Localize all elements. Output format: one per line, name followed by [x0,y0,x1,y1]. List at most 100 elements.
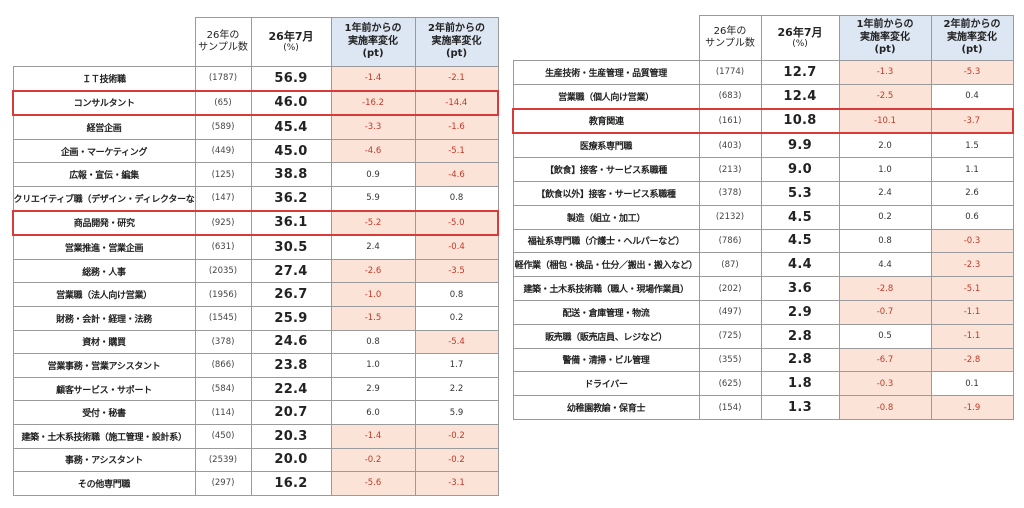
rate-cell: 10.8 [760,107,840,135]
table-row: 建築・土木系技術職（職人・現場作業員） (202) 3.6 -2.8 -5.1 [512,276,1014,301]
rate-cell: 45.0 [250,138,332,164]
delta-1y-cell: 2.0 [838,132,932,159]
table-row: 教育関連 (161) 10.8 -10.1 -3.7 [512,107,1014,135]
header-delta-1y-line1: 1年前からの [344,23,402,35]
delta-2y-cell: 2.2 [414,376,499,402]
header-delta-1y: 1年前からの 実施率変化 (pt) [330,17,416,67]
job-name-cell: 受付・秘書 [12,400,196,425]
table-row: 軽作業（梱包・検品・仕分／搬出・搬入など） (87) 4.4 4.4 -2.3 [512,252,1014,278]
rate-cell: 1.8 [760,371,840,397]
delta-1y-cell: -5.6 [330,471,416,496]
rate-cell: 9.0 [760,157,840,182]
job-name-cell: 【飲食】接客・サービス系職種 [512,157,700,182]
right-rate-table: 26年の サンプル数 26年7月 (%) 1年前からの 実施率変化 (pt) 2… [512,15,1014,420]
header-corner [513,15,700,61]
table-row: ドライバー (625) 1.8 -0.3 0.1 [512,371,1014,397]
job-name-cell: 営業事務・営業アシスタント [12,353,196,378]
delta-2y-cell: -5.3 [930,60,1014,85]
table-row: 資材・購買 (378) 24.6 0.8 -5.4 [12,329,499,355]
header-sample-line2: サンプル数 [198,42,248,53]
job-name-cell: ＩＴ技術職 [12,65,196,92]
delta-1y-cell: -10.1 [838,107,932,135]
table-row: ＩＴ技術職 (1787) 56.9 -1.4 -2.1 [12,65,499,92]
delta-2y-cell: 1.7 [414,353,499,378]
job-name-cell: 建築・土木系技術職（職人・現場作業員） [512,276,700,301]
rate-cell: 5.3 [760,180,840,206]
table-row: 建築・土木系技術職（施工管理・設計系） (450) 20.3 -1.4 -0.2 [12,423,499,449]
delta-2y-cell: 0.4 [930,83,1014,110]
header-delta-1y: 1年前からの 実施率変化 (pt) [838,15,932,61]
sample-size-cell: (497) [698,299,762,325]
delta-1y-cell: -1.4 [330,65,416,92]
job-name-cell: 顧客サービス・サポート [12,376,196,402]
header-delta-2y-line2: 実施率変化 [947,31,997,43]
job-name-cell: 【飲食以外】接客・サービス系職種 [512,180,700,206]
job-name-cell: 経営企画 [12,114,196,140]
job-name-cell: 企画・マーケティング [12,138,196,164]
delta-1y-cell: -0.2 [330,447,416,473]
job-name-cell: 教育関連 [512,107,700,135]
sample-size-cell: (2539) [194,447,252,473]
header-sample: 26年の サンプル数 [698,15,762,61]
rate-cell: 23.8 [250,353,332,378]
delta-2y-cell: -2.3 [930,252,1014,278]
header-delta-2y: 2年前からの 実施率変化 (pt) [414,17,499,67]
header-delta-1y-unit: (pt) [874,44,896,56]
delta-2y-cell: -4.6 [414,162,499,187]
sample-size-cell: (925) [194,209,252,237]
delta-2y-cell: -2.8 [930,347,1014,373]
job-name-cell: 医療系専門職 [512,132,700,159]
job-name-cell: 福祉系専門職（介護士・ヘルパーなど） [512,228,700,254]
rate-cell: 4.5 [760,228,840,254]
rate-cell: 9.9 [760,132,840,159]
rate-cell: 2.9 [760,299,840,325]
table-row: 商品開発・研究 (925) 36.1 -5.2 -5.0 [12,209,499,237]
sample-size-cell: (625) [698,371,762,397]
table-row: 受付・秘書 (114) 20.7 6.0 5.9 [12,400,499,425]
delta-1y-cell: 0.2 [838,204,932,230]
table-row: 配送・倉庫管理・物流 (497) 2.9 -0.7 -1.1 [512,299,1014,325]
rate-cell: 2.8 [760,347,840,373]
rate-cell: 12.4 [760,83,840,110]
delta-1y-cell: -16.2 [330,89,416,117]
delta-1y-cell: 2.4 [330,234,416,260]
rate-cell: 45.4 [250,114,332,140]
table-row: 【飲食以外】接客・サービス系職種 (378) 5.3 2.4 2.6 [512,180,1014,206]
job-name-cell: 事務・アシスタント [12,447,196,473]
sample-size-cell: (1545) [194,305,252,331]
header-sample: 26年の サンプル数 [194,17,252,67]
job-name-cell: その他専門職 [12,471,196,496]
rate-cell: 30.5 [250,234,332,260]
job-name-cell: 総務・人事 [12,258,196,284]
header-sample-line1: 26年の [206,29,240,41]
job-name-cell: 警備・清掃・ビル管理 [512,347,700,373]
sample-size-cell: (866) [194,353,252,378]
delta-2y-cell: -5.1 [930,276,1014,301]
rate-cell: 4.4 [760,252,840,278]
job-name-cell: コンサルタント [12,89,196,117]
left-header-row: 26年の サンプル数 26年7月 (%) 1年前からの 実施率変化 (pt) 2… [13,17,499,67]
sample-size-cell: (378) [698,180,762,206]
delta-1y-cell: 1.0 [330,353,416,378]
delta-1y-cell: -6.7 [838,347,932,373]
job-name-cell: 建築・土木系技術職（施工管理・設計系） [12,423,196,449]
job-name-cell: 営業職（法人向け営業） [12,282,196,307]
delta-2y-cell: -5.4 [414,329,499,355]
header-delta-2y-line1: 2年前からの [943,19,1001,31]
sample-size-cell: (213) [698,157,762,182]
delta-2y-cell: -5.1 [414,138,499,164]
sample-size-cell: (2035) [194,258,252,284]
table-row: 生産技術・生産管理・品質管理 (1774) 12.7 -1.3 -5.3 [512,60,1014,85]
header-rate-label: 26年7月 [268,29,314,43]
right-header-row: 26年の サンプル数 26年7月 (%) 1年前からの 実施率変化 (pt) 2… [513,15,1014,61]
rate-cell: 36.1 [250,209,332,237]
delta-1y-cell: -0.8 [838,395,932,420]
delta-1y-cell: -0.3 [838,371,932,397]
rate-cell: 26.7 [250,282,332,307]
table-row: 経営企画 (589) 45.4 -3.3 -1.6 [12,114,499,140]
delta-1y-cell: -1.4 [330,423,416,449]
delta-1y-cell: -2.8 [838,276,932,301]
delta-1y-cell: 0.8 [838,228,932,254]
rate-cell: 25.9 [250,305,332,331]
table-row: 営業推進・営業企画 (631) 30.5 2.4 -0.4 [12,234,499,260]
